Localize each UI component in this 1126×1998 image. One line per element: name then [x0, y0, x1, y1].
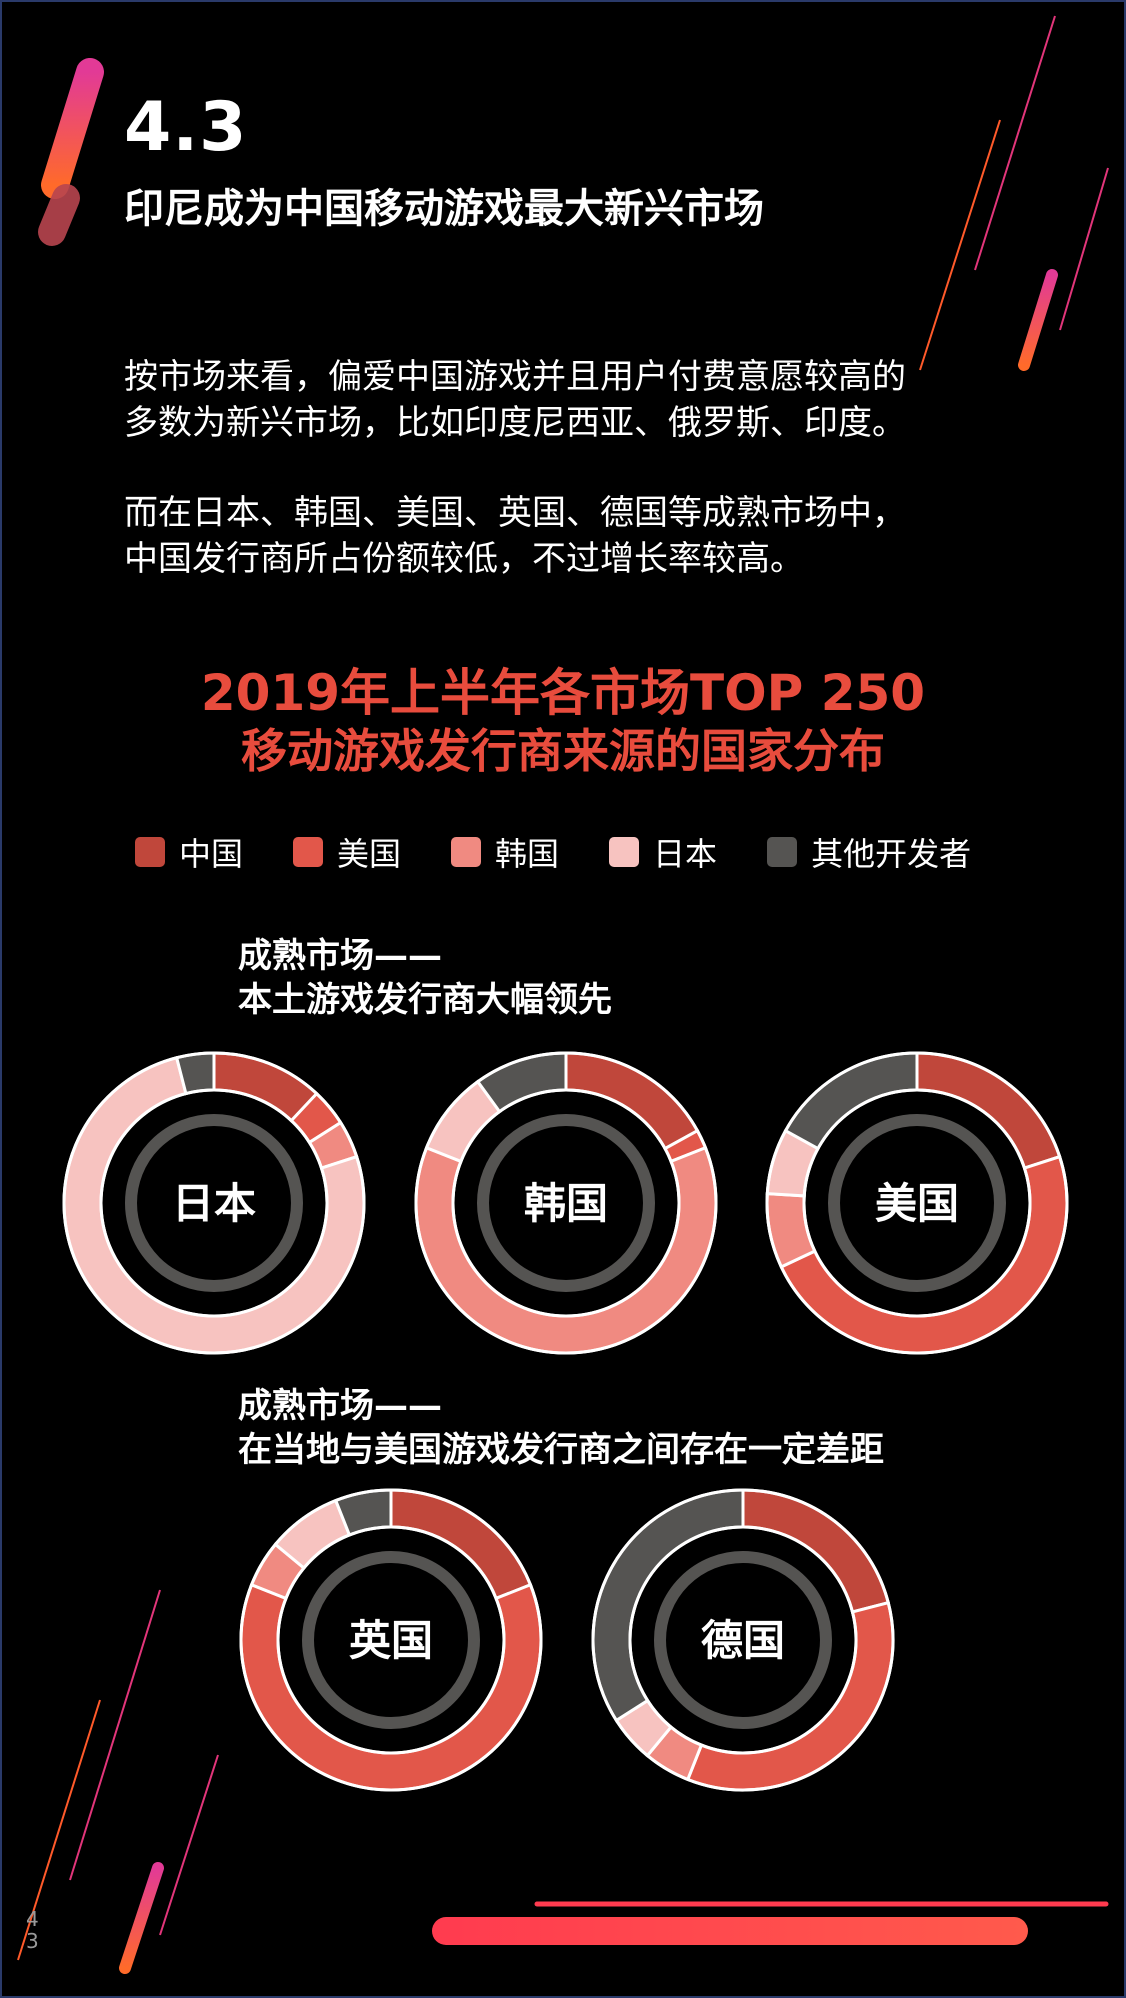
legend-item-china: 中国	[135, 829, 243, 875]
group-title-line: 在当地与美国游戏发行商之间存在一定差距	[238, 1430, 884, 1470]
chart-legend: 中国 美国 韩国 日本 其他开发者	[135, 829, 971, 875]
donut-outer-outline	[239, 1488, 543, 1792]
donut-德国: 德国	[591, 1488, 895, 1792]
legend-label: 美国	[337, 835, 402, 873]
decor-line	[17, 1699, 101, 1961]
intro-paragraph-2: 而在日本、韩国、美国、英国、德国等成熟市场中， 中国发行商所占份额较低，不过增长…	[124, 490, 1024, 582]
donut-center-label: 韩国	[524, 1179, 608, 1228]
donut-inner-ring	[125, 1114, 303, 1292]
decor-line	[1059, 167, 1109, 331]
legend-swatch	[135, 837, 165, 867]
paragraph-line: 多数为新兴市场，比如印度尼西亚、俄罗斯、印度。	[124, 403, 906, 443]
donut-inner-outline	[276, 1525, 506, 1755]
donut-韩国: 韩国	[414, 1051, 718, 1355]
donut-outer-outline	[62, 1051, 366, 1355]
donut-英国: 英国	[239, 1488, 543, 1792]
donut-日本: 日本	[62, 1051, 366, 1355]
donut-center-label: 英国	[349, 1616, 433, 1665]
decor-pill-right	[1018, 269, 1058, 371]
decor-line	[919, 119, 1001, 371]
legend-label: 日本	[653, 835, 718, 873]
group-title-line: 本土游戏发行商大幅领先	[238, 980, 612, 1020]
decor-thick-bar	[432, 1917, 1028, 1945]
donut-inner-ring	[477, 1114, 655, 1292]
donut-inner-outline	[802, 1088, 1032, 1318]
decor-line	[69, 1589, 161, 1881]
section-number: 4.3	[124, 88, 248, 167]
paragraph-line: 按市场来看，偏爱中国游戏并且用户付费意愿较高的	[124, 357, 906, 397]
page-number: 43	[26, 1907, 39, 1953]
paragraph-line: 而在日本、韩国、美国、英国、德国等成熟市场中，	[124, 493, 906, 533]
legend-label: 其他开发者	[811, 835, 972, 873]
chart-title-line-2: 移动游戏发行商来源的国家分布	[241, 724, 885, 778]
donut-inner-ring	[654, 1551, 832, 1729]
decor-pill-small	[38, 184, 80, 246]
donut-center-label: 德国	[701, 1616, 785, 1665]
legend-item-usa: 美国	[293, 829, 401, 875]
donut-outer-outline	[591, 1488, 895, 1792]
donut-center-label: 日本	[172, 1179, 256, 1228]
group-title-line: 成熟市场——	[238, 1386, 442, 1426]
legend-swatch	[451, 837, 482, 867]
intro-paragraph-1: 按市场来看，偏爱中国游戏并且用户付费意愿较高的 多数为新兴市场，比如印度尼西亚、…	[124, 354, 1024, 446]
section-title: 印尼成为中国移动游戏最大新兴市场	[124, 186, 764, 232]
group-title-2: 成熟市场—— 在当地与美国游戏发行商之间存在一定差距	[238, 1384, 884, 1472]
legend-label: 中国	[179, 835, 244, 873]
donut-inner-outline	[628, 1525, 858, 1755]
donut-outer-outline	[765, 1051, 1069, 1355]
legend-swatch	[293, 837, 324, 867]
donut-inner-outline	[451, 1088, 681, 1318]
donut-美国: 美国	[765, 1051, 1069, 1355]
decor-pill-top	[41, 58, 104, 199]
donut-outer-outline	[414, 1051, 718, 1355]
paragraph-line: 中国发行商所占份额较低，不过增长率较高。	[124, 539, 804, 579]
legend-item-korea: 韩国	[451, 829, 559, 875]
legend-swatch	[767, 837, 798, 867]
chart-title-line-1: 2019年上半年各市场TOP 250	[200, 664, 926, 722]
legend-item-japan: 日本	[609, 829, 717, 875]
decor-pill-bottom	[119, 1862, 164, 1974]
donut-center-label: 美国	[875, 1179, 959, 1228]
decor-line	[159, 1754, 219, 1936]
donut-inner-outline	[99, 1088, 329, 1318]
legend-label: 韩国	[495, 835, 560, 873]
donut-inner-ring	[302, 1551, 480, 1729]
legend-swatch	[609, 837, 640, 867]
group-title-1: 成熟市场—— 本土游戏发行商大幅领先	[238, 934, 612, 1022]
donut-inner-ring	[828, 1114, 1006, 1292]
legend-item-others: 其他开发者	[767, 829, 971, 875]
group-title-line: 成熟市场——	[238, 936, 442, 976]
decor-line	[974, 15, 1056, 271]
